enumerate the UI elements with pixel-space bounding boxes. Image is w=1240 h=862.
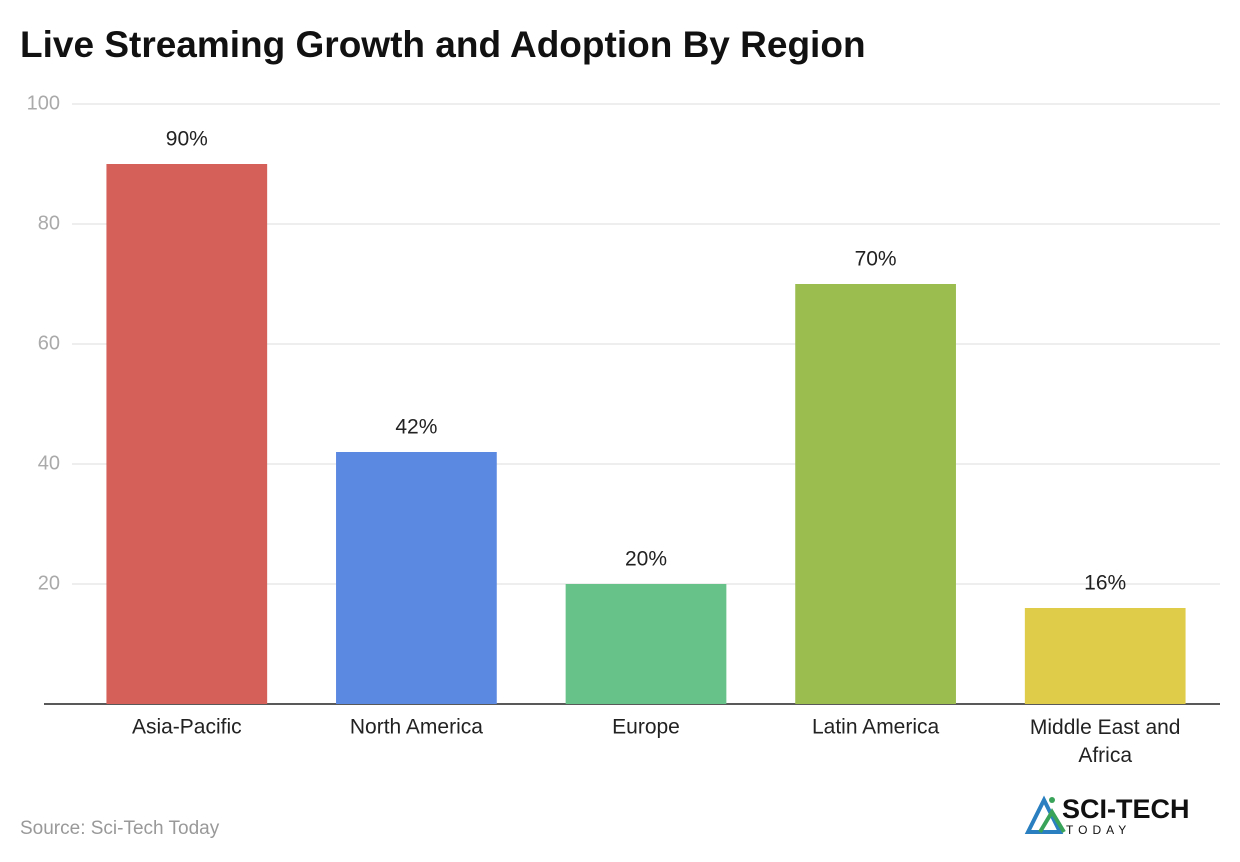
data-label: 20% [625, 548, 667, 571]
chart-title: Live Streaming Growth and Adoption By Re… [20, 24, 866, 65]
data-label: 70% [855, 248, 897, 271]
logo-tagline: TODAY [1066, 823, 1131, 837]
bar [106, 164, 268, 704]
logo: SCI-TECH TODAY [1024, 794, 1190, 837]
logo-icon [1038, 808, 1066, 834]
logo-icon [1024, 795, 1064, 834]
y-tick-label: 40 [38, 452, 60, 474]
y-tick-label: 100 [27, 92, 60, 114]
x-tick-label: Asia-Pacific [132, 716, 242, 739]
y-tick-label: 20 [38, 572, 60, 594]
bar [795, 284, 956, 704]
bar [565, 584, 727, 704]
bar [1024, 608, 1186, 704]
x-tick-label: Latin America [812, 716, 940, 739]
data-label: 42% [395, 416, 437, 439]
y-tick-label: 60 [38, 332, 60, 354]
logo-name: SCI-TECH [1062, 794, 1190, 824]
x-tick-label: North America [350, 716, 483, 739]
data-label: 90% [166, 128, 208, 151]
source: Source: Sci-Tech Today [20, 818, 220, 839]
x-tick-label: Europe [612, 716, 680, 739]
logo-dot [1049, 797, 1055, 803]
y-tick-label: 80 [38, 212, 60, 234]
bar [336, 452, 497, 704]
x-tick-label: Middle East and Africa [1030, 716, 1181, 767]
data-label: 16% [1084, 572, 1126, 595]
